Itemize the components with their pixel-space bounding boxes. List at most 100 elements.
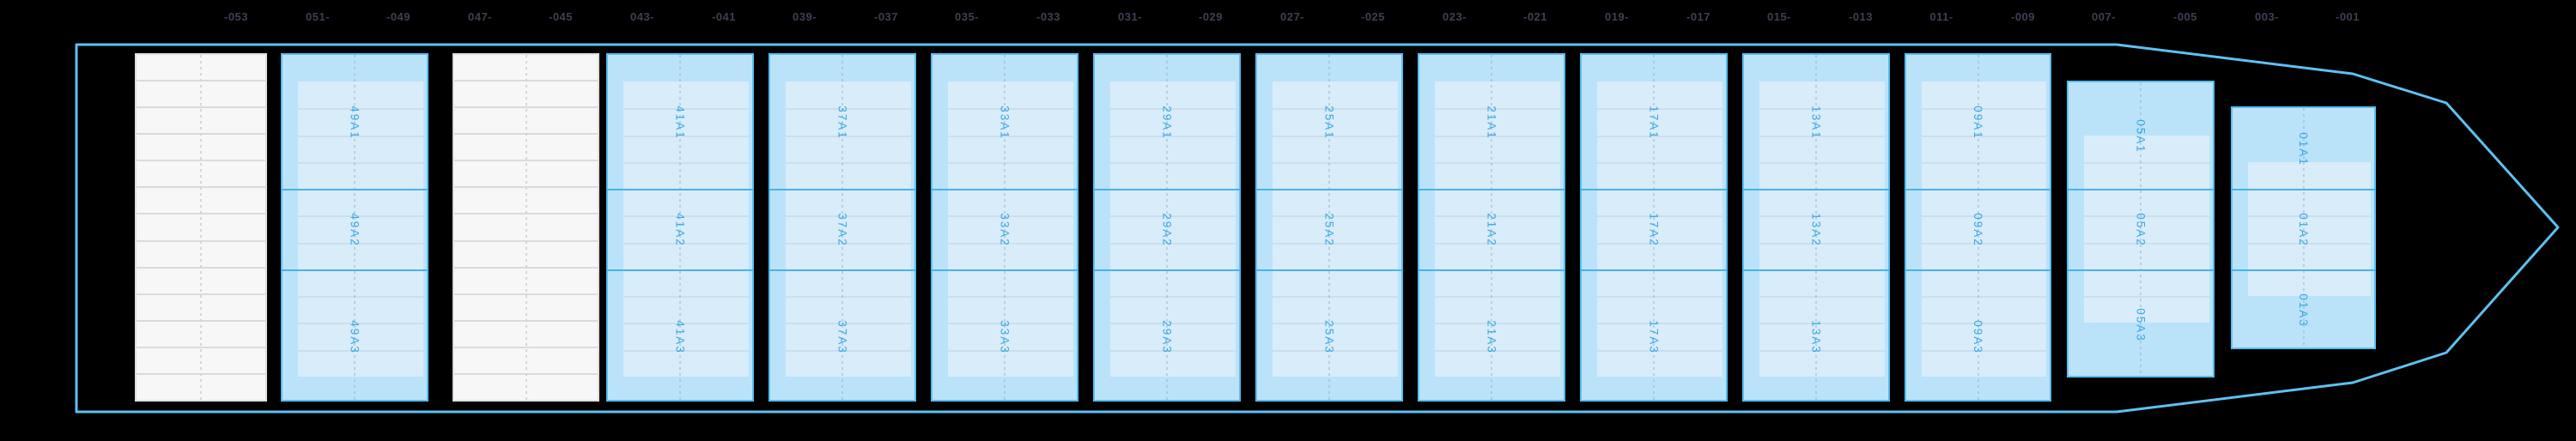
section-divider [1093, 189, 1241, 190]
bay-section-label-21A1[interactable]: 21A1 [1485, 105, 1498, 140]
bay-section-label-09A1[interactable]: 09A1 [1971, 105, 1984, 140]
row-line [1597, 242, 1722, 245]
bay-37[interactable]: 37A1 37A2 37A3 [769, 53, 916, 402]
bay-section-label-05A1[interactable]: 05A1 [2134, 118, 2148, 154]
bay-section-label-33A2[interactable]: 33A2 [998, 213, 1012, 247]
bay-21[interactable]: 21A1 21A2 21A3 [1418, 53, 1565, 402]
row-line [1110, 296, 1236, 299]
bay-25[interactable]: 25A1 25A2 25A3 [1255, 53, 1403, 402]
axis-label-051: 051- [305, 10, 331, 23]
axis-label-043: 043- [629, 10, 655, 23]
bay-section-label-33A3[interactable]: 33A3 [998, 319, 1012, 354]
row-line [2248, 215, 2371, 218]
bay-section-label-17A3[interactable]: 17A3 [1647, 319, 1661, 354]
bay-section-label-13A2[interactable]: 13A2 [1809, 213, 1823, 247]
row-line [1759, 296, 1885, 299]
bay-53[interactable] [135, 53, 267, 402]
axis-label-023: 023- [1442, 10, 1467, 23]
bay-17[interactable]: 17A1 17A2 17A3 [1580, 53, 1728, 402]
bay-33[interactable]: 33A1 33A2 33A3 [931, 53, 1078, 402]
bay-section-label-41A3[interactable]: 41A3 [673, 319, 687, 354]
bay-section-label-49A3[interactable]: 49A3 [348, 319, 361, 354]
section-divider [2067, 269, 2215, 271]
bay-section-label-37A3[interactable]: 37A3 [835, 319, 849, 354]
bay-29[interactable]: 29A1 29A2 29A3 [1093, 53, 1241, 402]
row-line [1922, 161, 2046, 164]
bay-section-label-25A1[interactable]: 25A1 [1322, 105, 1336, 140]
bay-section-label-25A2[interactable]: 25A2 [1322, 213, 1336, 247]
bay-section-label-41A1[interactable]: 41A1 [673, 105, 687, 140]
bay-section-label-09A3[interactable]: 09A3 [1971, 319, 1984, 354]
axis-label-007: 007- [2091, 10, 2117, 23]
bay-inset [623, 82, 749, 377]
bay-section-label-01A3[interactable]: 01A3 [2297, 293, 2310, 328]
row-line [623, 242, 749, 245]
bay-inset [1110, 82, 1236, 377]
axis-label-039: 039- [792, 10, 817, 23]
bay-inset [1597, 82, 1722, 377]
axis-label-025: -025 [1360, 10, 1386, 23]
bay-inset [2248, 162, 2371, 296]
axis-label-033: -033 [1036, 10, 1061, 23]
bay-section-label-21A3[interactable]: 21A3 [1485, 319, 1498, 354]
bay-section-label-01A1[interactable]: 01A1 [2297, 131, 2310, 166]
row-line [2084, 215, 2209, 218]
section-divider [1418, 189, 1565, 190]
bay-section-label-29A3[interactable]: 29A3 [1160, 319, 1174, 354]
row-line [298, 296, 423, 299]
row-line [1435, 135, 1560, 137]
row-line [298, 108, 423, 111]
row-line [2084, 242, 2209, 245]
row-line [298, 215, 423, 218]
bay-section-label-05A3[interactable]: 05A3 [2134, 307, 2148, 342]
bay-section-label-01A2[interactable]: 01A2 [2297, 213, 2310, 247]
bay-49[interactable]: 49A1 49A2 49A3 [281, 53, 428, 402]
row-line [1110, 135, 1236, 137]
row-line [1759, 161, 1885, 164]
bay-section-label-29A1[interactable]: 29A1 [1160, 105, 1174, 140]
bay-section-label-13A3[interactable]: 13A3 [1809, 319, 1823, 354]
section-divider [1580, 189, 1728, 190]
bay-section-label-09A2[interactable]: 09A2 [1971, 213, 1984, 247]
row-line [1759, 215, 1885, 218]
row-line [1110, 108, 1236, 111]
section-divider [606, 269, 754, 271]
bay-section-label-49A2[interactable]: 49A2 [348, 213, 361, 247]
bay-45[interactable] [453, 53, 599, 402]
section-divider [1742, 189, 1890, 190]
bay-13[interactable]: 13A1 13A2 13A3 [1742, 53, 1890, 402]
row-line [948, 135, 1073, 137]
bay-section-label-29A2[interactable]: 29A2 [1160, 213, 1174, 247]
bay-05[interactable]: 05A1 05A2 05A3 [2067, 81, 2215, 378]
row-line [1273, 108, 1398, 111]
row-line [1110, 349, 1236, 352]
axis-label-017: -017 [1686, 10, 1711, 23]
row-line [623, 108, 749, 111]
row-line [623, 296, 749, 299]
bay-section-label-13A1[interactable]: 13A1 [1809, 105, 1823, 140]
row-line [1435, 349, 1560, 352]
bay-section-label-41A2[interactable]: 41A2 [673, 213, 687, 247]
bay-section-label-17A2[interactable]: 17A2 [1647, 213, 1661, 247]
bay-section-label-05A2[interactable]: 05A2 [2134, 213, 2148, 247]
bay-section-label-21A2[interactable]: 21A2 [1485, 213, 1498, 247]
bay-inset [1435, 82, 1560, 377]
row-line [1597, 215, 1722, 218]
row-line [1110, 161, 1236, 164]
bay-section-label-25A3[interactable]: 25A3 [1322, 319, 1336, 354]
bay-section-label-37A2[interactable]: 37A2 [835, 213, 849, 247]
bay-section-label-49A1[interactable]: 49A1 [348, 105, 361, 140]
bay-section-label-17A1[interactable]: 17A1 [1647, 105, 1661, 140]
axis-label-005: -005 [2172, 10, 2198, 23]
section-divider [281, 269, 428, 271]
row-line [1922, 215, 2046, 218]
bay-09[interactable]: 09A1 09A2 09A3 [1905, 53, 2051, 402]
axis-label-041: -041 [711, 10, 737, 23]
bay-section-label-33A1[interactable]: 33A1 [998, 105, 1012, 140]
bay-41[interactable]: 41A1 41A2 41A3 [606, 53, 754, 402]
bay-section-label-37A1[interactable]: 37A1 [835, 105, 849, 140]
bay-inset [948, 82, 1073, 377]
axis-label-003: 003- [2254, 10, 2280, 23]
row-line [1273, 135, 1398, 137]
bay-01[interactable]: 01A1 01A2 01A3 [2231, 106, 2376, 349]
